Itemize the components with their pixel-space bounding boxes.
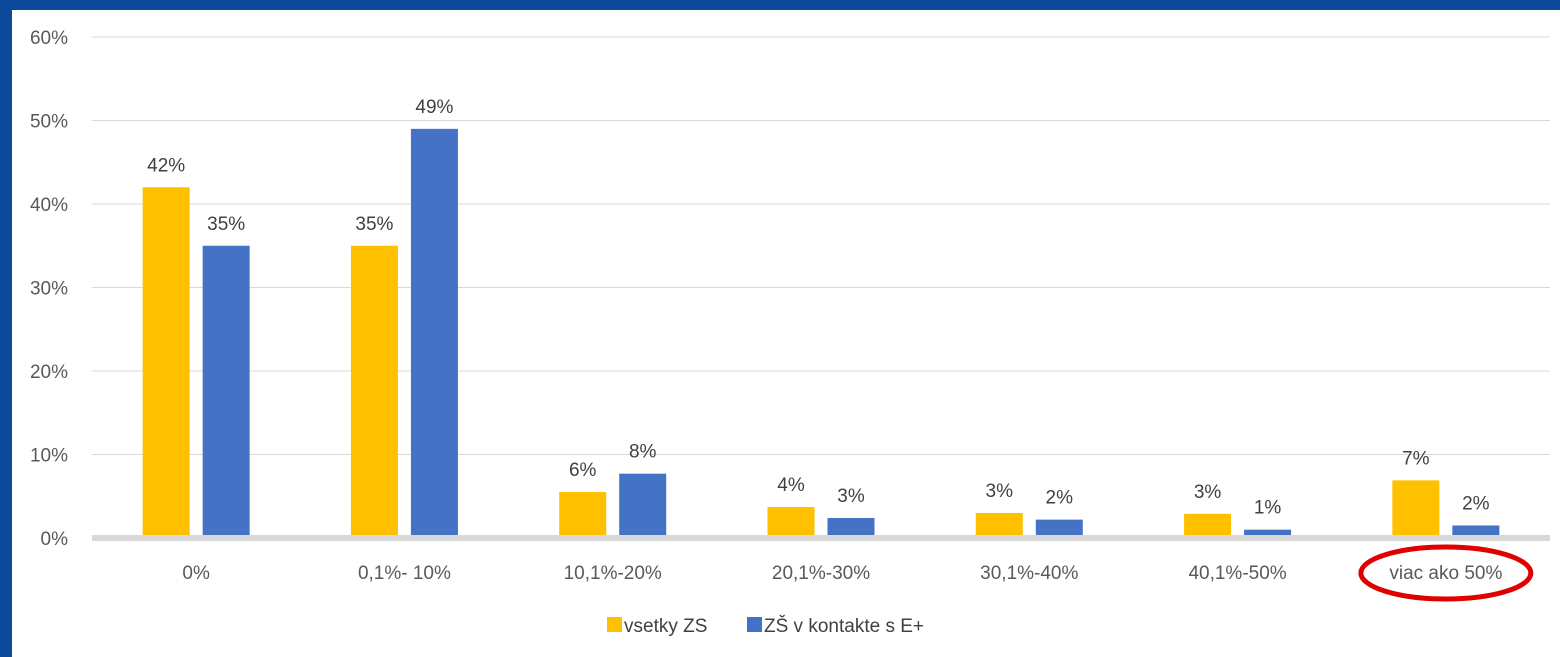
x-tick-label: 0,1%- 10% bbox=[358, 563, 451, 584]
bar-zs-kontakt-e-3 bbox=[827, 517, 875, 535]
bar-vsetky-zs-2 bbox=[559, 492, 607, 535]
bar-vsetky-zs-5 bbox=[1184, 513, 1232, 535]
data-label: 6% bbox=[569, 460, 597, 481]
x-axis-labels: 0% 0,1%- 10% 10,1%-20% 20,1%-30% 30,1%-40% 40… bbox=[182, 563, 1502, 584]
data-label: 49% bbox=[415, 97, 453, 118]
bar-zs-kontakt-e-0 bbox=[202, 245, 250, 535]
data-label: 3% bbox=[1194, 482, 1222, 503]
highlight-ellipse bbox=[1358, 544, 1534, 602]
y-tick-label: 40% bbox=[30, 195, 68, 216]
data-label: 3% bbox=[986, 481, 1014, 502]
bars bbox=[142, 128, 1500, 536]
legend-swatch bbox=[607, 617, 622, 632]
bar-vsetky-zs-1 bbox=[350, 245, 398, 535]
y-tick-label: 10% bbox=[30, 446, 68, 467]
legend: vsetky ZS ZŠ v kontakte s E+ bbox=[607, 615, 924, 637]
x-tick-label: 0% bbox=[182, 563, 210, 584]
bar-chart: 0% 10% 20% 30% 40% 50% 60% 42% 35% 35% 49% 6% 8% 4% 3… bbox=[30, 28, 1550, 637]
y-tick-label: 30% bbox=[30, 279, 68, 300]
data-label: 35% bbox=[355, 214, 393, 235]
data-labels: 42% 35% 35% 49% 6% 8% 4% 3% 3% 2% 3% 1% 7% 2% bbox=[147, 97, 1490, 519]
chart-frame: 0% 10% 20% 30% 40% 50% 60% 42% 35% 35% 49% 6% 8% 4% 3… bbox=[12, 10, 1560, 657]
data-label: 8% bbox=[629, 442, 657, 463]
legend-label: vsetky ZS bbox=[624, 616, 707, 637]
x-tick-label: viac ako 50% bbox=[1389, 563, 1502, 584]
data-label: 3% bbox=[837, 486, 865, 507]
bar-vsetky-zs-6 bbox=[1392, 480, 1440, 535]
bar-vsetky-zs-4 bbox=[975, 512, 1023, 535]
data-label: 2% bbox=[1046, 488, 1074, 509]
x-tick-label: 20,1%-30% bbox=[772, 563, 870, 584]
bar-zs-kontakt-e-5 bbox=[1244, 529, 1292, 535]
x-tick-label: 10,1%-20% bbox=[564, 563, 662, 584]
bar-vsetky-zs-0 bbox=[142, 187, 190, 536]
bar-zs-kontakt-e-2 bbox=[619, 473, 667, 535]
y-tick-label: 50% bbox=[30, 112, 68, 133]
bar-vsetky-zs-3 bbox=[767, 507, 815, 535]
y-axis-labels: 0% 10% 20% 30% 40% 50% 60% bbox=[30, 28, 68, 550]
legend-swatch bbox=[747, 617, 762, 632]
data-label: 42% bbox=[147, 155, 185, 176]
y-tick-label: 20% bbox=[30, 362, 68, 383]
data-label: 35% bbox=[207, 214, 245, 235]
legend-label: ZŠ v kontakte s E+ bbox=[764, 615, 924, 637]
data-label: 7% bbox=[1402, 448, 1430, 469]
bar-zs-kontakt-e-6 bbox=[1452, 525, 1500, 535]
bar-zs-kontakt-e-1 bbox=[410, 128, 458, 535]
data-label: 4% bbox=[777, 475, 805, 496]
data-label: 1% bbox=[1254, 498, 1282, 519]
gridlines bbox=[92, 36, 1550, 541]
y-tick-label: 0% bbox=[41, 529, 69, 550]
highlight-annotation bbox=[1358, 544, 1534, 602]
data-label: 2% bbox=[1462, 493, 1490, 514]
x-tick-label: 30,1%-40% bbox=[980, 563, 1078, 584]
x-tick-label: 40,1%-50% bbox=[1188, 563, 1286, 584]
bar-zs-kontakt-e-4 bbox=[1035, 519, 1083, 535]
y-tick-label: 60% bbox=[30, 28, 68, 49]
